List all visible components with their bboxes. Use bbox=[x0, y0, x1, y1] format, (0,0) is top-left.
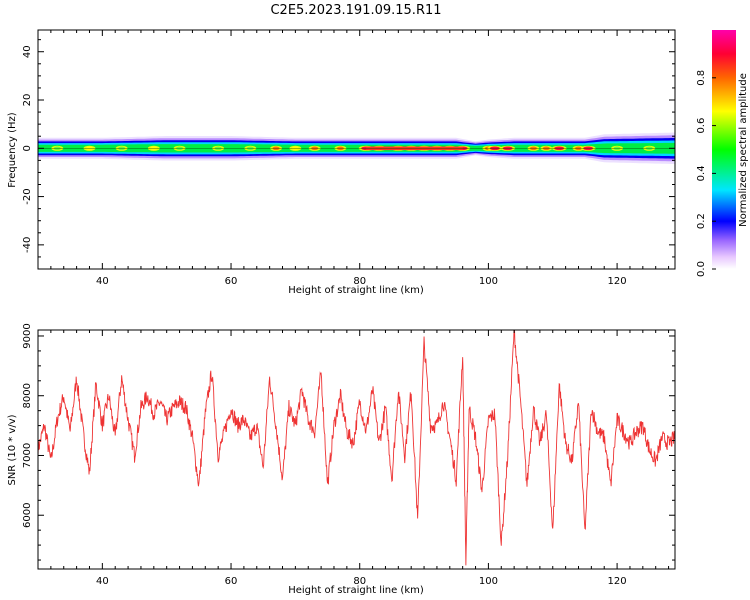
snr-x-tick-label: 60 bbox=[225, 576, 238, 587]
spectrogram-y-tick-label: 20 bbox=[22, 94, 33, 107]
colorbar-tick-label: 0.8 bbox=[696, 70, 707, 86]
snr-y-tick-label: 7000 bbox=[22, 443, 33, 468]
colorbar-label: Normalized spectral amplitude bbox=[738, 73, 749, 227]
spectrogram-frame bbox=[37, 29, 676, 270]
snr-x-tick-label: 80 bbox=[353, 576, 366, 587]
spectrogram-x-tick-label: 40 bbox=[96, 276, 109, 287]
colorbar-tick-label: 0.0 bbox=[696, 261, 707, 277]
spectrogram-x-tick-label: 100 bbox=[479, 276, 498, 287]
spectrogram-y-tick-label: 0 bbox=[22, 145, 33, 151]
colorbar-tick-label: 0.2 bbox=[696, 213, 707, 229]
spectrogram-x-tick-label: 120 bbox=[608, 276, 627, 287]
spectrogram-x-tick-label: 60 bbox=[225, 276, 238, 287]
spectrogram-x-axis-label: Height of straight line (km) bbox=[288, 285, 424, 296]
spectrogram-x-tick-label: 80 bbox=[353, 276, 366, 287]
snr-x-axis-label: Height of straight line (km) bbox=[288, 585, 424, 596]
snr-plot-area bbox=[38, 330, 675, 569]
spectrogram-ticks: 40 60 80 100 120 -40 -20 0 20 40 bbox=[22, 30, 675, 287]
chart-title: C2E5.2023.191.09.15.R11 bbox=[270, 3, 441, 18]
colorbar-ticks: 0.0 0.2 0.4 0.6 0.8 bbox=[696, 70, 716, 277]
snr-y-tick-label: 9000 bbox=[22, 323, 33, 348]
spectrogram-panel: 40 60 80 100 120 -40 -20 0 20 40 Height of straig… bbox=[7, 29, 676, 296]
colorbar-gradient bbox=[712, 30, 736, 269]
spectrogram-band bbox=[38, 132, 675, 164]
colorbar: 0.0 0.2 0.4 0.6 0.8 Normalized spectral ampl… bbox=[696, 30, 749, 277]
snr-ticks: 40 60 80 100 120 6000 7000 8000 9000 bbox=[22, 323, 675, 587]
colorbar-tick-label: 0.6 bbox=[696, 118, 707, 134]
snr-y-tick-label: 6000 bbox=[22, 502, 33, 527]
spectrogram-y-tick-label: -20 bbox=[22, 188, 33, 204]
snr-series-line bbox=[38, 330, 675, 566]
snr-x-tick-label: 40 bbox=[96, 576, 109, 587]
snr-panel: 40 60 80 100 120 6000 7000 8000 9000 Height of s… bbox=[7, 323, 676, 596]
spectrogram-y-tick-label: 40 bbox=[22, 45, 33, 58]
snr-y-tick-label: 8000 bbox=[22, 383, 33, 408]
spectrogram-y-axis-label: Frequency (Hz) bbox=[7, 112, 18, 188]
snr-x-tick-label: 120 bbox=[608, 576, 627, 587]
snr-frame bbox=[37, 329, 676, 570]
snr-x-tick-label: 100 bbox=[479, 576, 498, 587]
snr-y-axis-label: SNR (10 * v/v) bbox=[7, 414, 18, 485]
spectrogram-y-tick-label: -40 bbox=[22, 237, 33, 253]
colorbar-tick-label: 0.4 bbox=[696, 165, 707, 181]
